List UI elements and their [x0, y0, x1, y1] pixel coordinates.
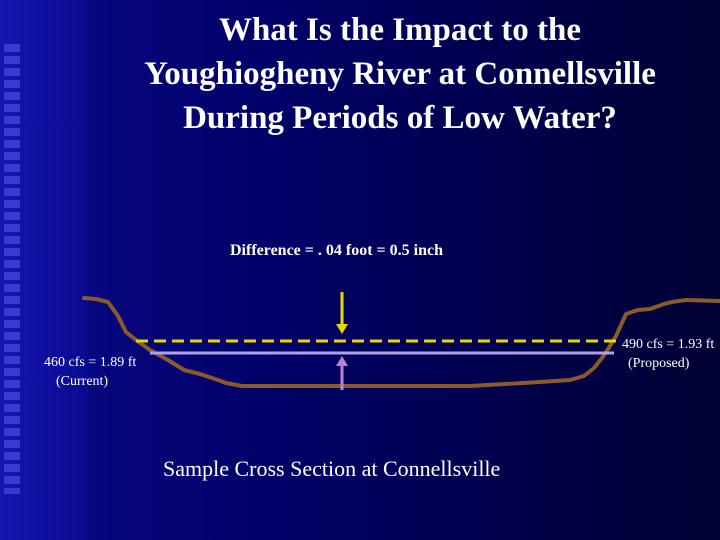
- up-arrow: [336, 356, 348, 390]
- proposed-level-label: 490 cfs = 1.93 ft (Proposed): [622, 335, 714, 373]
- cross-section-caption: Sample Cross Section at Connellsville: [163, 456, 501, 481]
- current-level-value: 460 cfs = 1.89 ft: [44, 355, 137, 370]
- difference-label: Difference = . 04 foot = 0.5 inch: [230, 242, 444, 259]
- down-arrow: [336, 292, 348, 334]
- proposed-level-value: 490 cfs = 1.93 ft: [622, 337, 715, 352]
- current-level-label: 460 cfs = 1.89 ft (Current): [44, 353, 136, 391]
- riverbed-profile: [82, 296, 720, 388]
- proposed-level-tag: (Proposed): [628, 356, 690, 371]
- current-level-tag: (Current): [56, 374, 109, 389]
- decorative-sidebar: [0, 0, 88, 540]
- slide-title: What Is the Impact to the Youghiogheny R…: [144, 12, 656, 136]
- decorative-squares: [4, 44, 20, 494]
